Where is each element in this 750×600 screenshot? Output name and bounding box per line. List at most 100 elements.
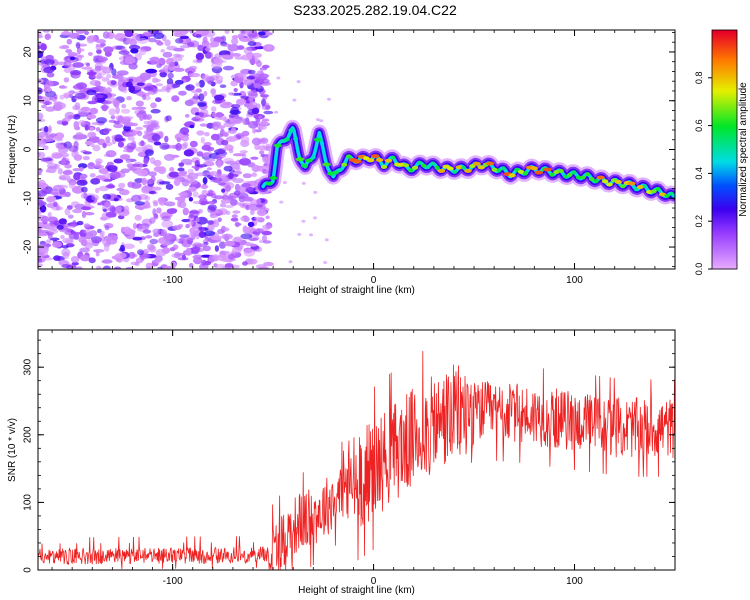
noise-speckle [177, 167, 185, 172]
snr-xtick-label: 100 [566, 576, 583, 587]
noise-speckle [75, 41, 81, 49]
noise-speckle [54, 219, 59, 226]
colorbar-cell [712, 35, 737, 39]
heatmap-xtick-label: 100 [566, 275, 583, 286]
noise-speckle [101, 104, 108, 112]
noise-speckle [224, 204, 234, 209]
colorbar-cell [712, 187, 737, 190]
colorbar-cell [712, 45, 737, 49]
colorbar-cell [712, 37, 737, 41]
ridge-hotspot [469, 164, 476, 169]
noise-speckle [41, 223, 52, 230]
noise-speckle [203, 230, 216, 237]
ridge-hotspot [543, 167, 552, 172]
colorbar-cell [712, 211, 737, 214]
noise-speckle [169, 61, 176, 68]
noise-speckle [67, 224, 77, 228]
noise-speckle [89, 107, 99, 115]
noise-speckle [237, 202, 242, 206]
noise-speckle [215, 111, 224, 118]
ridge-hotspot [337, 168, 343, 173]
noise-speckle [225, 184, 232, 192]
ridge-hotspot [530, 166, 538, 171]
noise-speckle [189, 72, 201, 78]
noise-speckle [199, 230, 204, 238]
noise-speckle [202, 177, 208, 185]
noise-speckle [228, 148, 234, 154]
noise-speckle [45, 79, 54, 88]
noise-speckle [84, 124, 89, 131]
noise-speckle [86, 89, 97, 96]
ridge-hotspot [517, 169, 525, 174]
noise-speckle [166, 78, 174, 86]
noise-speckle [130, 48, 139, 54]
noise-speckle [177, 192, 188, 196]
noise-speckle [113, 100, 120, 108]
ridge-hotspot [575, 175, 582, 180]
noise-speckle [105, 211, 117, 218]
noise-speckle [164, 39, 171, 47]
ridge-hotspot [485, 161, 495, 166]
noise-speckle [91, 95, 98, 103]
colorbar-cell [712, 207, 737, 210]
noise-speckle [224, 30, 230, 34]
noise-speckle [126, 37, 135, 43]
noise-speckle [143, 86, 154, 91]
noise-speckle [91, 194, 99, 201]
colorbar-cell [712, 53, 737, 57]
noise-speckle [93, 164, 105, 169]
noise-speckle [106, 165, 118, 173]
ridge-hotspot [553, 170, 560, 174]
noise-speckle [72, 173, 80, 180]
noise-speckle [249, 243, 258, 247]
noise-speckle [229, 53, 242, 57]
noise-speckle [100, 66, 107, 71]
noise-speckle [101, 86, 107, 95]
noise-speckle [195, 232, 200, 240]
colorbar-cell [712, 139, 737, 143]
noise-speckle [258, 73, 270, 79]
noise-speckle [224, 240, 235, 247]
heatmap-xtick-label: -100 [163, 275, 183, 286]
noise-speckle [50, 188, 59, 196]
colorbar-cell [712, 213, 737, 216]
noise-speckle [148, 171, 157, 177]
noise-speckle [95, 187, 100, 194]
ridge-hotspot [566, 172, 573, 177]
noise-speckle [47, 125, 52, 134]
noise-speckle [189, 140, 198, 148]
noise-speckle [61, 121, 69, 126]
noise-speckle [219, 202, 226, 208]
noise-speckle [121, 104, 127, 109]
noise-speckle [228, 92, 235, 96]
colorbar-cell [712, 253, 737, 256]
noise-speckle [128, 63, 138, 70]
ridge-hotspot [305, 158, 313, 163]
noise-speckle [82, 151, 92, 155]
noise-speckle [200, 137, 205, 144]
minor-ticks [38, 330, 676, 571]
colorbar-cell [712, 93, 737, 97]
snr-ylabel: SNR (10 * v/v) [7, 418, 18, 482]
noise-speckle [144, 149, 154, 157]
noise-speckle [66, 38, 73, 45]
noise-speckle [153, 159, 162, 167]
noise-speckle [64, 208, 71, 216]
noise-speckle [39, 59, 52, 64]
noise-speckle [119, 189, 130, 196]
ridge-hotspot [273, 143, 282, 148]
noise-speckle [198, 93, 205, 102]
noise-speckle [135, 100, 144, 107]
noise-speckle [245, 186, 255, 194]
noise-speckle [136, 33, 145, 38]
major-ticks [38, 330, 675, 571]
noise-speckle [240, 54, 253, 61]
noise-speckle [46, 163, 58, 169]
noise-speckle [160, 49, 165, 53]
noise-speckle [38, 179, 46, 188]
noise-speckle [239, 37, 252, 43]
noise-speckle [242, 152, 247, 160]
colorbar-cell [712, 251, 737, 254]
ridge-hotspot [549, 172, 555, 177]
noise-speckle [95, 127, 101, 132]
